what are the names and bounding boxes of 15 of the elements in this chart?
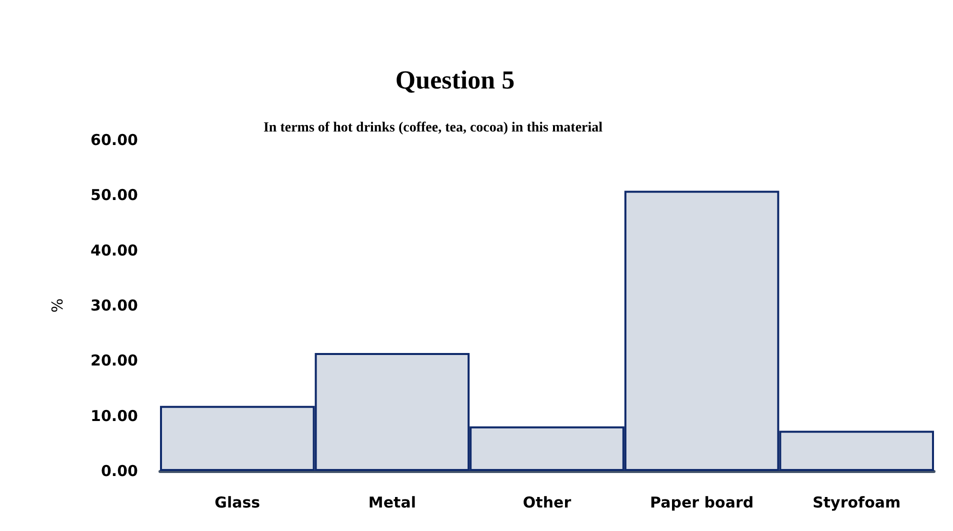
y-tick-label: 30.00 — [90, 296, 138, 314]
x-tick-label: Styrofoam — [812, 494, 901, 512]
x-tick-label: Glass — [214, 494, 260, 512]
chart-title: Question 5 — [395, 66, 515, 94]
y-tick-label: 0.00 — [100, 462, 138, 480]
y-tick-label: 10.00 — [90, 406, 138, 425]
y-axis-title: % — [48, 298, 66, 313]
x-tick-label: Paper board — [650, 494, 754, 512]
y-tick-label: 50.00 — [90, 186, 138, 204]
y-tick-label: 60.00 — [90, 131, 138, 149]
x-tick-label: Other — [522, 494, 572, 512]
y-tick-label: 20.00 — [90, 352, 138, 370]
x-tick-label: Metal — [368, 494, 416, 512]
chart-subtitle: In terms of hot drinks (coffee, tea, cocoa) in this material — [263, 120, 603, 136]
y-tick-label: 40.00 — [90, 241, 138, 260]
